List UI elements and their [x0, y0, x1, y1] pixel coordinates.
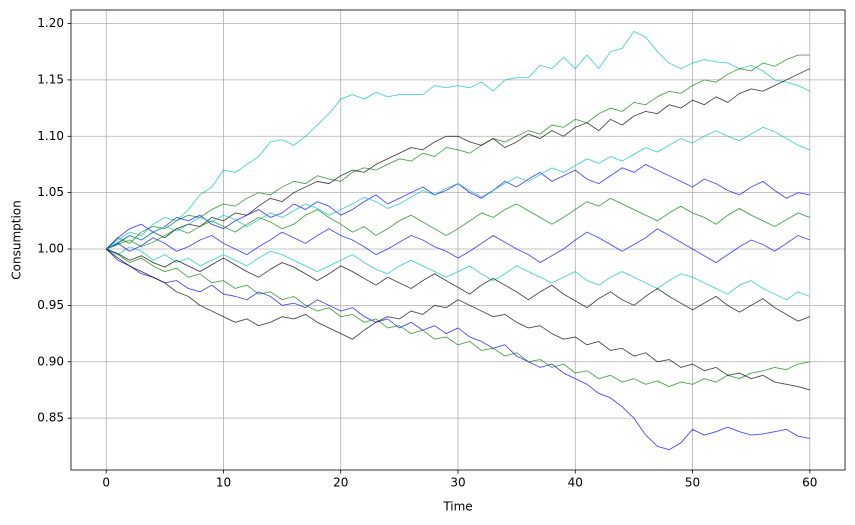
x-tick-label: 60 — [802, 476, 817, 490]
x-axis-label: Time — [442, 500, 472, 514]
y-tick-label: 1.20 — [37, 16, 64, 30]
grid — [71, 10, 845, 470]
x-tick-label: 0 — [102, 476, 110, 490]
series-line — [105, 246, 810, 301]
x-tick-label: 30 — [450, 476, 465, 490]
x-tick-label: 10 — [216, 476, 231, 490]
series-line — [105, 228, 810, 263]
y-tick-label: 1.15 — [37, 72, 64, 86]
x-tick-label: 40 — [568, 476, 583, 490]
series-line — [106, 197, 810, 250]
series-line — [105, 30, 811, 250]
x-tick-label: 20 — [333, 476, 348, 490]
y-axis-label: Consumption — [10, 200, 24, 279]
y-tick-label: 1.10 — [37, 129, 64, 143]
series-line — [105, 126, 810, 250]
series-line — [105, 248, 810, 451]
y-tick-label: 0.90 — [37, 354, 64, 368]
series-line — [106, 248, 810, 322]
series-line — [105, 248, 810, 391]
y-tick-label: 0.85 — [37, 411, 64, 425]
y-tick-label: 0.95 — [37, 298, 64, 312]
series-line — [105, 68, 811, 250]
y-tick-label: 1.00 — [37, 242, 64, 256]
lines — [105, 30, 811, 451]
series-line — [105, 248, 810, 388]
y-tick-label: 1.05 — [37, 185, 64, 199]
x-tick-label: 50 — [685, 476, 700, 490]
series-line — [105, 54, 810, 250]
